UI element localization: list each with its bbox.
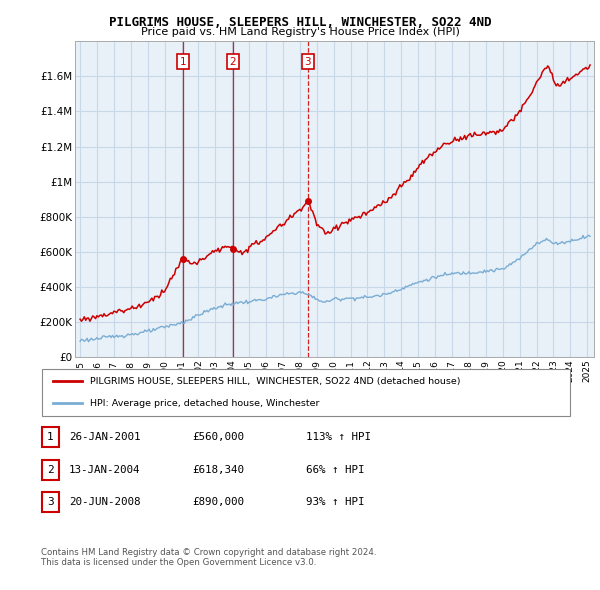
Text: HPI: Average price, detached house, Winchester: HPI: Average price, detached house, Winc… <box>89 399 319 408</box>
Text: 3: 3 <box>304 57 311 67</box>
Text: 13-JAN-2004: 13-JAN-2004 <box>69 465 140 474</box>
Text: 1: 1 <box>47 432 54 442</box>
FancyBboxPatch shape <box>42 369 570 416</box>
FancyBboxPatch shape <box>42 427 59 447</box>
Text: £890,000: £890,000 <box>192 497 244 507</box>
FancyBboxPatch shape <box>42 460 59 480</box>
Text: 1: 1 <box>179 57 186 67</box>
Text: 93% ↑ HPI: 93% ↑ HPI <box>306 497 365 507</box>
Text: £618,340: £618,340 <box>192 465 244 474</box>
Text: 3: 3 <box>47 497 54 507</box>
Text: Price paid vs. HM Land Registry's House Price Index (HPI): Price paid vs. HM Land Registry's House … <box>140 27 460 37</box>
Text: 66% ↑ HPI: 66% ↑ HPI <box>306 465 365 474</box>
Text: PILGRIMS HOUSE, SLEEPERS HILL, WINCHESTER, SO22 4ND: PILGRIMS HOUSE, SLEEPERS HILL, WINCHESTE… <box>109 16 491 29</box>
Text: 20-JUN-2008: 20-JUN-2008 <box>69 497 140 507</box>
Text: 2: 2 <box>230 57 236 67</box>
Text: Contains HM Land Registry data © Crown copyright and database right 2024.: Contains HM Land Registry data © Crown c… <box>41 548 376 556</box>
Text: 26-JAN-2001: 26-JAN-2001 <box>69 432 140 442</box>
Text: 113% ↑ HPI: 113% ↑ HPI <box>306 432 371 442</box>
Text: PILGRIMS HOUSE, SLEEPERS HILL,  WINCHESTER, SO22 4ND (detached house): PILGRIMS HOUSE, SLEEPERS HILL, WINCHESTE… <box>89 377 460 386</box>
Text: This data is licensed under the Open Government Licence v3.0.: This data is licensed under the Open Gov… <box>41 558 316 567</box>
FancyBboxPatch shape <box>42 492 59 512</box>
Text: £560,000: £560,000 <box>192 432 244 442</box>
Text: 2: 2 <box>47 465 54 474</box>
